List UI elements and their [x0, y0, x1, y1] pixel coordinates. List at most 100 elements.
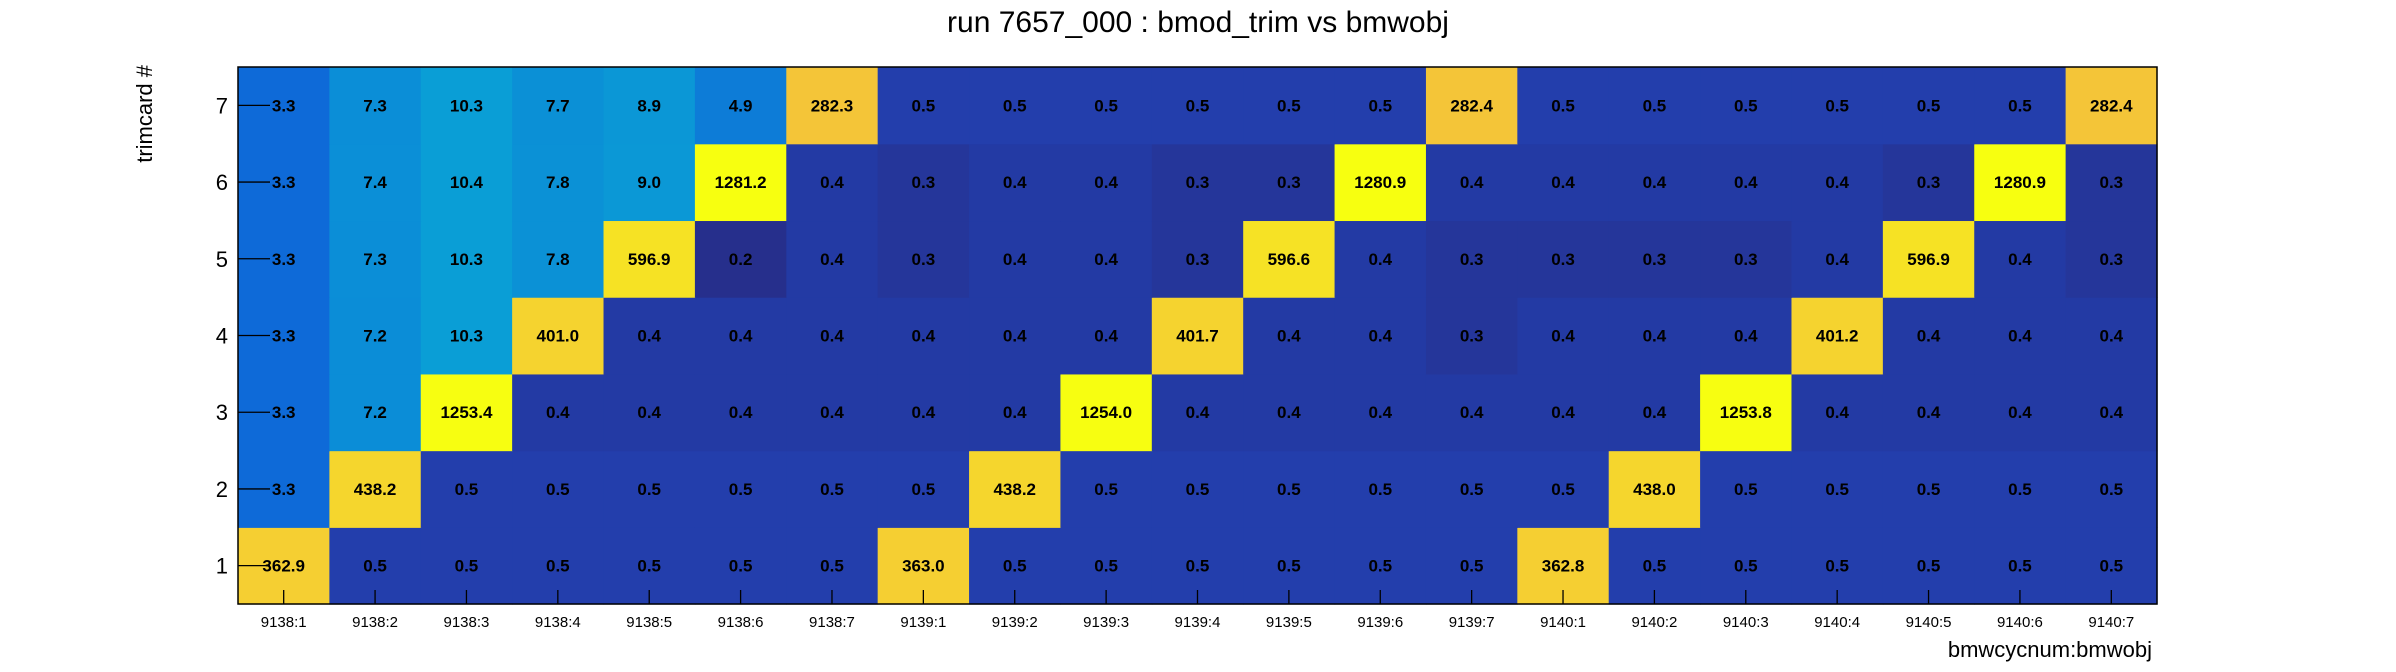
heatmap-cell — [877, 67, 970, 145]
heatmap-cell — [2065, 297, 2158, 375]
heatmap-cell — [1243, 220, 1336, 298]
heatmap-cell — [1425, 450, 1518, 528]
heatmap-cell — [1334, 143, 1427, 222]
heatmap-cell — [1791, 450, 1884, 528]
cell-value-label: 0.5 — [1368, 96, 1392, 115]
cell-value-label: 438.0 — [1633, 480, 1676, 499]
cell-value-label: 0.5 — [2008, 96, 2032, 115]
cell-value-label: 0.5 — [1277, 480, 1301, 499]
cell-value-label: 0.4 — [1003, 173, 1027, 192]
heatmap-cell — [1060, 450, 1153, 528]
chart-title: run 7657_000 : bmod_trim vs bmwobj — [947, 6, 1449, 39]
heatmap-cell — [1608, 220, 1701, 298]
cell-value-label: 0.4 — [1094, 327, 1118, 346]
cell-value-label: 0.3 — [2099, 250, 2123, 269]
cell-value-label: 401.2 — [1816, 327, 1859, 346]
heatmap-cell — [420, 450, 513, 528]
x-tick-label: 9139:3 — [1083, 614, 1129, 631]
heatmap-cell — [969, 450, 1062, 528]
cell-value-label: 596.9 — [1907, 250, 1950, 269]
heatmap-cell — [1060, 297, 1153, 375]
cell-value-label: 10.3 — [450, 327, 483, 346]
x-tick-label: 9140:6 — [1997, 614, 2043, 631]
cell-value-label: 0.3 — [1186, 250, 1210, 269]
cell-value-label: 0.4 — [729, 403, 753, 422]
cell-value-label: 0.4 — [1917, 403, 1941, 422]
cell-value-label: 3.3 — [272, 173, 296, 192]
heatmap-cell — [786, 220, 879, 298]
cell-value-label: 0.4 — [1551, 403, 1575, 422]
y-tick-label: 7 — [216, 93, 228, 118]
heatmap-cell — [969, 373, 1062, 452]
heatmap-cell — [694, 220, 787, 298]
y-tick-label: 6 — [216, 170, 228, 195]
heatmap-cell — [1700, 143, 1793, 222]
x-tick-label: 9139:6 — [1357, 614, 1403, 631]
heatmap-cell — [1608, 67, 1701, 145]
heatmap-cell — [969, 67, 1062, 145]
heatmap-cell — [877, 220, 970, 298]
cell-value-label: 3.3 — [272, 96, 296, 115]
cell-value-label: 0.4 — [820, 250, 844, 269]
cell-value-label: 10.3 — [450, 96, 483, 115]
cell-value-label: 0.5 — [363, 557, 387, 576]
cell-value-label: 3.3 — [272, 327, 296, 346]
cell-value-label: 7.8 — [546, 173, 570, 192]
cell-value-label: 362.9 — [262, 557, 305, 576]
cell-value-label: 0.5 — [2099, 480, 2123, 499]
cell-value-label: 0.4 — [1917, 327, 1941, 346]
cell-value-label: 0.4 — [1094, 173, 1118, 192]
cell-value-label: 0.5 — [1003, 96, 1027, 115]
cell-value-label: 0.5 — [2008, 557, 2032, 576]
y-axis: 1 2 3 4 5 6 7 — [216, 93, 270, 579]
heatmap-cell — [603, 143, 696, 222]
cell-value-label: 0.4 — [1003, 327, 1027, 346]
cell-value-label: 0.5 — [546, 480, 570, 499]
cell-value-label: 282.4 — [2090, 96, 2133, 115]
heatmap-cell — [1151, 373, 1244, 452]
cell-value-label: 0.4 — [1094, 250, 1118, 269]
heatmap-cell — [877, 143, 970, 222]
heatmap-cell — [1882, 297, 1975, 375]
heatmap-cell — [1425, 67, 1518, 145]
cell-value-label: 10.3 — [450, 250, 483, 269]
cell-value-label: 0.5 — [1825, 480, 1849, 499]
cell-value-label: 0.4 — [1368, 327, 1392, 346]
cell-value-label: 0.5 — [2008, 480, 2032, 499]
heatmap-cell — [1517, 220, 1610, 298]
x-tick-label: 9139:1 — [900, 614, 946, 631]
cell-value-label: 0.5 — [1460, 557, 1484, 576]
cell-value-label: 0.5 — [455, 480, 479, 499]
heatmap-cell — [512, 220, 605, 298]
heatmap-cell — [1608, 297, 1701, 375]
cell-value-label: 0.5 — [1186, 96, 1210, 115]
heatmap-cell — [1791, 220, 1884, 298]
cell-value-label: 0.5 — [1368, 480, 1392, 499]
heatmap-cell — [1974, 67, 2067, 145]
heatmap-cell — [1425, 297, 1518, 375]
cell-value-label: 0.4 — [1277, 327, 1301, 346]
cell-value-label: 0.4 — [1825, 250, 1849, 269]
cell-value-label: 0.5 — [729, 557, 753, 576]
cell-value-label: 438.2 — [354, 480, 397, 499]
cell-value-label: 0.5 — [1917, 557, 1941, 576]
cell-value-label: 596.6 — [1268, 250, 1311, 269]
cell-value-label: 8.9 — [637, 96, 661, 115]
heatmap-cell — [1791, 67, 1884, 145]
heatmap-cell — [1517, 143, 1610, 222]
heatmap-cell — [1882, 143, 1975, 222]
cell-value-label: 0.4 — [637, 403, 661, 422]
heatmap-cell — [1334, 373, 1427, 452]
cell-value-label: 0.4 — [1643, 173, 1667, 192]
heatmap-cell — [1151, 67, 1244, 145]
heatmap-cell — [786, 373, 879, 452]
heatmap-cell — [1974, 373, 2067, 452]
cell-value-label: 0.4 — [2099, 327, 2123, 346]
cell-value-label: 0.4 — [2008, 403, 2032, 422]
heatmap-cell — [877, 373, 970, 452]
heatmap-cell — [1700, 297, 1793, 375]
heatmap-cell — [2065, 373, 2158, 452]
heatmap-cell — [512, 67, 605, 145]
x-tick-label: 9140:2 — [1631, 614, 1677, 631]
